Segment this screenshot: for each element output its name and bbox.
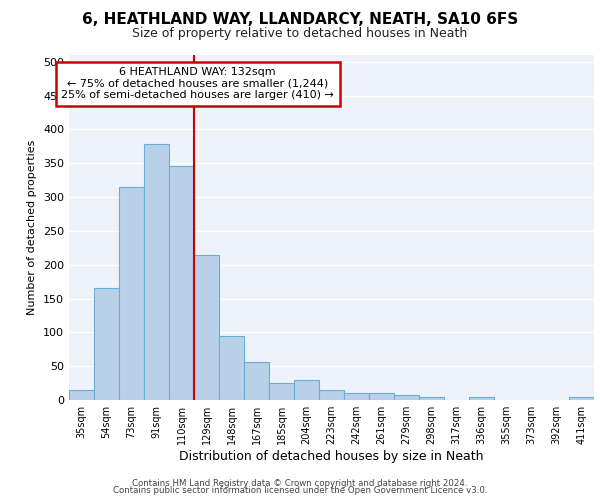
Bar <box>169 166 194 400</box>
Text: Contains HM Land Registry data © Crown copyright and database right 2024.: Contains HM Land Registry data © Crown c… <box>132 478 468 488</box>
Bar <box>369 393 394 400</box>
X-axis label: Distribution of detached houses by size in Neath: Distribution of detached houses by size … <box>179 450 484 463</box>
Bar <box>119 187 144 400</box>
Bar <box>144 144 169 400</box>
Bar <box>244 362 269 400</box>
Bar <box>219 336 244 400</box>
Bar <box>94 288 119 400</box>
Bar <box>569 398 594 400</box>
Bar <box>344 392 369 400</box>
Y-axis label: Number of detached properties: Number of detached properties <box>28 140 37 315</box>
Bar <box>469 398 494 400</box>
Bar <box>69 390 94 400</box>
Text: 6 HEATHLAND WAY: 132sqm
← 75% of detached houses are smaller (1,244)
25% of semi: 6 HEATHLAND WAY: 132sqm ← 75% of detache… <box>61 67 334 100</box>
Bar <box>269 383 294 400</box>
Bar <box>194 254 219 400</box>
Bar <box>419 398 444 400</box>
Text: Size of property relative to detached houses in Neath: Size of property relative to detached ho… <box>133 28 467 40</box>
Bar <box>394 396 419 400</box>
Bar <box>294 380 319 400</box>
Text: 6, HEATHLAND WAY, LLANDARCY, NEATH, SA10 6FS: 6, HEATHLAND WAY, LLANDARCY, NEATH, SA10… <box>82 12 518 28</box>
Bar <box>319 390 344 400</box>
Text: Contains public sector information licensed under the Open Government Licence v3: Contains public sector information licen… <box>113 486 487 495</box>
